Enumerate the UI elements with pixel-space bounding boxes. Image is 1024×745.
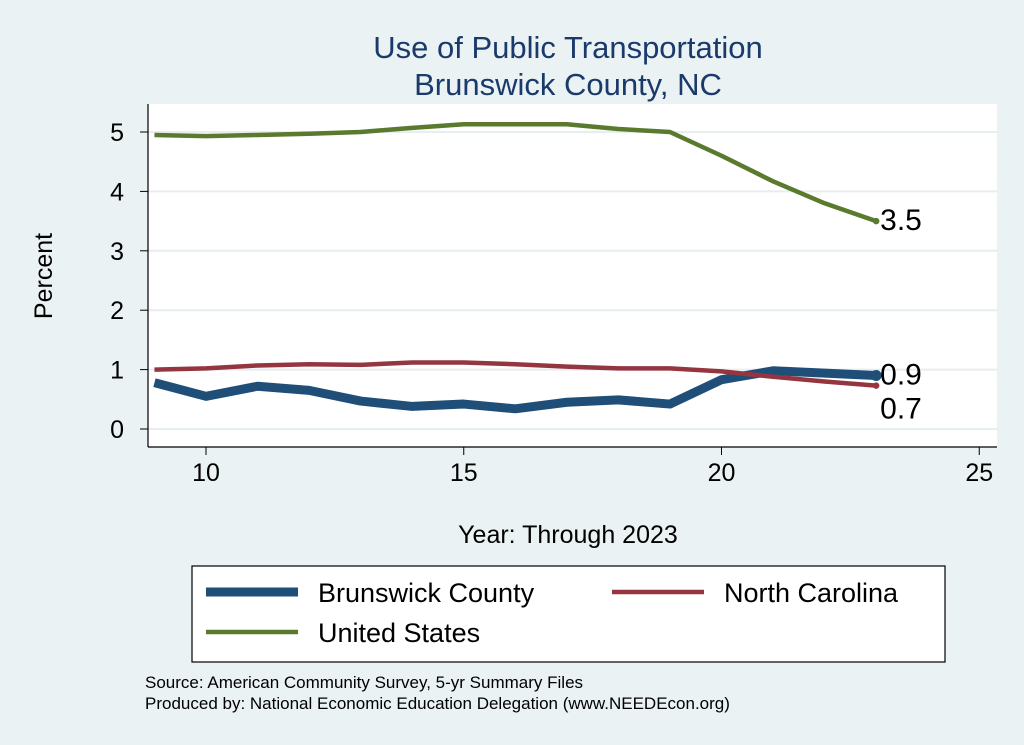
producer-note: Produced by: National Economic Education… bbox=[145, 694, 730, 713]
chart-title: Use of Public Transportation bbox=[373, 30, 762, 65]
legend-label: United States bbox=[318, 618, 480, 648]
y-tick-label: 5 bbox=[110, 119, 124, 147]
legend bbox=[191, 565, 946, 663]
series-line-north-carolina bbox=[154, 360, 877, 388]
chart-subtitle: Brunswick County, NC bbox=[414, 67, 722, 102]
end-value-label: 0.9 bbox=[880, 359, 922, 392]
series-end-marker bbox=[870, 370, 882, 382]
series-end-marker bbox=[872, 217, 880, 225]
legend-label: Brunswick County bbox=[318, 578, 535, 608]
end-value-label: 0.7 bbox=[880, 393, 922, 426]
series-end-marker bbox=[872, 382, 880, 389]
y-tick-label: 2 bbox=[110, 297, 124, 325]
y-axis-label: Percent bbox=[30, 233, 58, 319]
x-axis-label: Year: Through 2023 bbox=[458, 521, 678, 549]
source-note: Source: American Community Survey, 5-yr … bbox=[145, 673, 583, 692]
legend-label: North Carolina bbox=[724, 578, 899, 608]
x-tick-label: 15 bbox=[450, 459, 478, 487]
plot-area bbox=[148, 104, 997, 447]
series-line-united-states bbox=[154, 122, 877, 224]
y-tick-label: 1 bbox=[110, 357, 124, 385]
y-tick-label: 0 bbox=[110, 416, 124, 444]
y-tick-label: 4 bbox=[110, 178, 124, 206]
end-value-label: 3.5 bbox=[880, 204, 922, 237]
x-tick-label: 20 bbox=[708, 459, 736, 487]
y-tick-label: 3 bbox=[110, 238, 124, 266]
x-tick-label: 10 bbox=[192, 459, 220, 487]
x-tick-label: 25 bbox=[965, 459, 993, 487]
